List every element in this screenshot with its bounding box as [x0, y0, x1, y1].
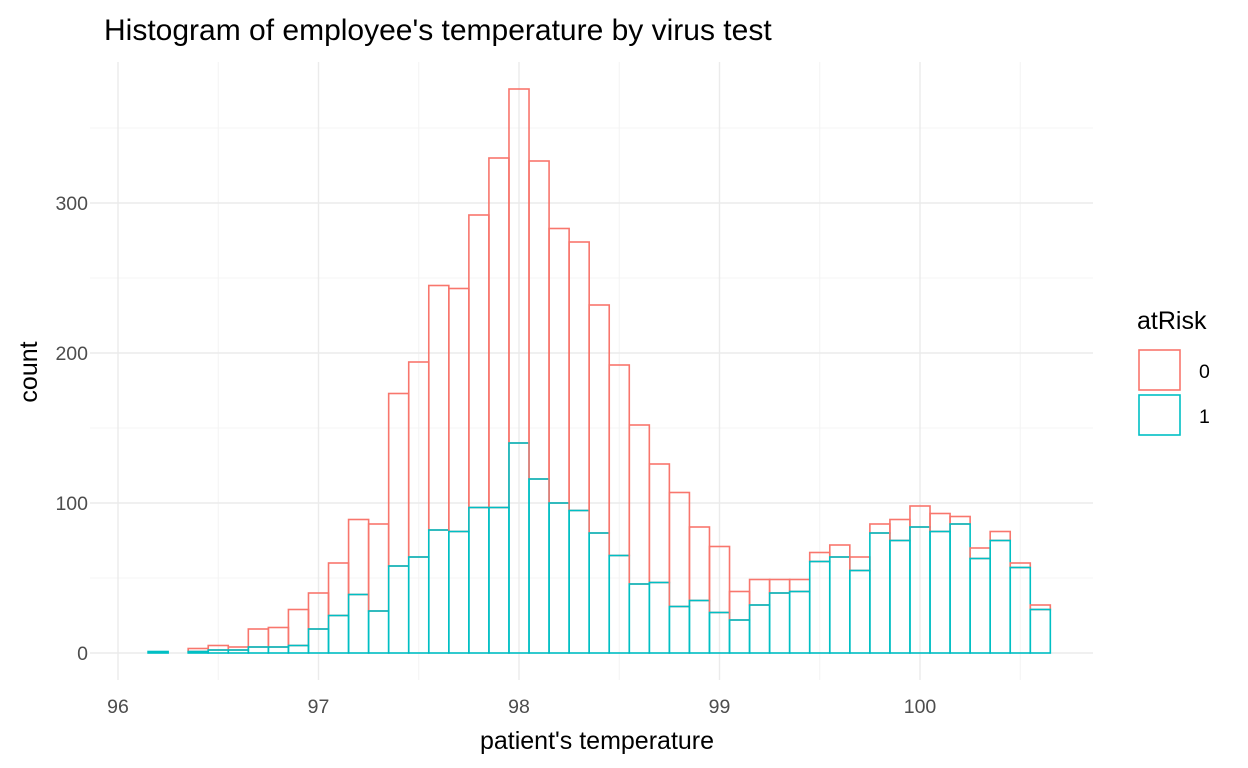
bar-atrisk-1: [869, 532, 891, 654]
bar-atrisk-0: [448, 287, 470, 533]
bar-atrisk-1: [748, 604, 771, 654]
bar-atrisk-1: [247, 646, 270, 654]
bar-atrisk-0: [969, 547, 991, 560]
bar-atrisk-0: [688, 526, 711, 602]
plot-grid: [90, 62, 1093, 680]
bar-atrisk-0: [468, 214, 490, 509]
bar-atrisk-0: [768, 578, 791, 594]
x-tick-label: 98: [508, 696, 530, 718]
x-tick-label: 99: [709, 696, 731, 718]
x-axis-title: patient's temperature: [480, 727, 714, 755]
bar-atrisk-0: [929, 512, 951, 533]
bar-atrisk-0: [949, 515, 971, 525]
bar-atrisk-1: [488, 506, 510, 654]
bar-atrisk-1: [628, 583, 651, 654]
chart-title: Histogram of employee's temperature by v…: [104, 14, 772, 47]
bar-atrisk-0: [788, 578, 811, 593]
bar-atrisk-0: [267, 626, 290, 648]
y-tick-label: 200: [55, 343, 88, 365]
bar-atrisk-1: [347, 593, 370, 654]
bar-atrisk-0: [628, 424, 651, 585]
bar-atrisk-1: [788, 590, 811, 654]
bar-atrisk-1: [588, 532, 611, 654]
bar-atrisk-1: [267, 646, 290, 654]
bar-atrisk-0: [287, 608, 310, 647]
y-axis-ticks: 0 100 200 300: [55, 193, 88, 665]
bar-atrisk-0: [488, 157, 510, 509]
bar-atrisk-0: [347, 518, 370, 596]
bar-atrisk-1: [688, 599, 711, 654]
bar-atrisk-1: [728, 619, 751, 654]
bar-atrisk-1: [568, 509, 590, 654]
bar-atrisk-0: [427, 284, 450, 531]
legend-key-0: [1138, 349, 1181, 391]
bar-atrisk-1: [327, 614, 350, 654]
bar-atrisk-0: [849, 556, 871, 572]
bar-atrisk-1: [287, 644, 310, 654]
y-tick-label: 300: [55, 193, 88, 215]
legend-key-1: [1138, 394, 1181, 436]
bar-atrisk-0: [889, 518, 911, 542]
bar-atrisk-1: [828, 556, 851, 654]
bar-atrisk-0: [748, 578, 771, 606]
bar-atrisk-1: [387, 565, 410, 654]
bar-atrisk-0: [568, 241, 590, 512]
bar-atrisk-1: [1029, 608, 1052, 654]
bar-atrisk-1: [528, 478, 550, 654]
bar-atrisk-0: [327, 562, 350, 617]
bar-atrisk-1: [949, 523, 971, 654]
x-tick-label: 96: [107, 696, 129, 718]
bar-atrisk-1: [367, 610, 390, 654]
bar-atrisk-0: [989, 530, 1012, 542]
legend-label-1: 1: [1199, 406, 1210, 428]
bar-atrisk-0: [367, 523, 390, 612]
bar-atrisk-1: [889, 539, 911, 654]
bar-atrisk-1: [468, 506, 490, 654]
histogram-bars: [147, 88, 1052, 654]
bar-atrisk-0: [548, 227, 570, 504]
y-tick-label: 0: [77, 643, 88, 665]
bar-atrisk-0: [247, 628, 270, 648]
bar-atrisk-1: [989, 539, 1012, 654]
bar-atrisk-0: [828, 544, 851, 558]
bar-atrisk-1: [227, 649, 250, 654]
bar-atrisk-1: [187, 650, 210, 654]
legend-label-0: 0: [1199, 361, 1210, 383]
bar-atrisk-1: [147, 650, 169, 654]
bar-atrisk-0: [728, 590, 751, 621]
x-tick-label: 97: [308, 696, 330, 718]
legend-title: atRisk: [1137, 307, 1207, 335]
bar-atrisk-1: [448, 530, 470, 654]
bar-atrisk-1: [969, 557, 991, 654]
bar-atrisk-1: [427, 529, 450, 654]
bar-atrisk-1: [768, 592, 791, 654]
x-axis-ticks: 96 97 98 99 100: [107, 696, 936, 718]
bar-atrisk-0: [588, 304, 611, 534]
legend: atRisk 0 1: [1137, 307, 1210, 436]
y-axis-title: count: [15, 341, 43, 402]
bar-atrisk-0: [528, 160, 550, 480]
bar-atrisk-0: [668, 491, 691, 608]
y-tick-label: 100: [55, 493, 88, 515]
bar-atrisk-1: [648, 581, 671, 654]
bar-atrisk-0: [387, 392, 410, 567]
bar-atrisk-1: [849, 569, 871, 654]
bar-atrisk-1: [929, 530, 951, 654]
bar-atrisk-0: [869, 523, 891, 534]
x-tick-label: 100: [904, 696, 937, 718]
bar-atrisk-1: [668, 605, 691, 654]
bar-atrisk-0: [648, 463, 671, 584]
